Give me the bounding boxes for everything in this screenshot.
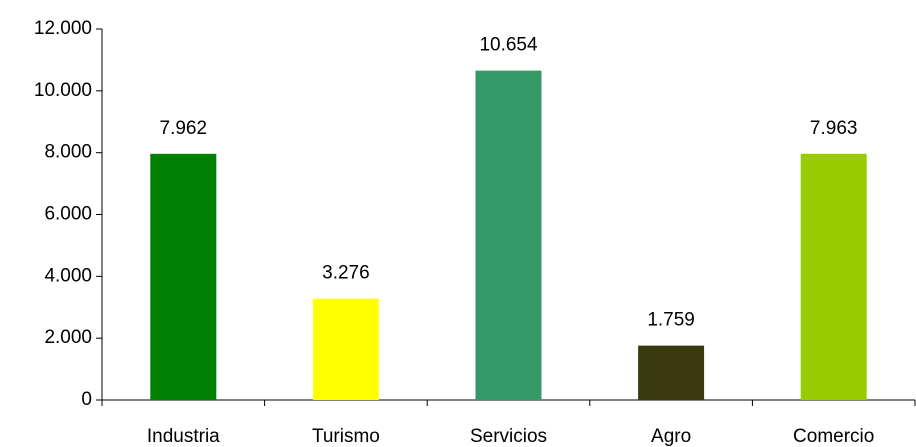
bar — [312, 298, 379, 400]
x-tick-label: Turismo — [312, 426, 380, 447]
data-label: 1.759 — [647, 310, 695, 331]
x-tick-label: Agro — [651, 426, 691, 447]
y-tick-label: 8.000 — [44, 142, 92, 163]
y-tick-label: 6.000 — [44, 204, 92, 225]
x-tick-label: Servicios — [470, 426, 547, 447]
y-tick-label: 10.000 — [34, 80, 92, 101]
y-tick-label: 4.000 — [44, 265, 92, 286]
bar — [638, 345, 705, 400]
data-label: 7.963 — [810, 118, 858, 139]
y-tick-label: 12.000 — [34, 18, 92, 39]
bar — [150, 153, 217, 400]
bar — [800, 153, 867, 400]
x-tick-label: Industria — [147, 426, 220, 447]
data-label: 10.654 — [479, 35, 538, 56]
y-tick-label: 2.000 — [44, 327, 92, 348]
bar — [475, 70, 542, 400]
data-label: 3.276 — [322, 263, 370, 284]
y-tick-label: 0 — [81, 389, 92, 410]
x-tick-label: Comercio — [793, 426, 874, 447]
data-label: 7.962 — [160, 118, 208, 139]
